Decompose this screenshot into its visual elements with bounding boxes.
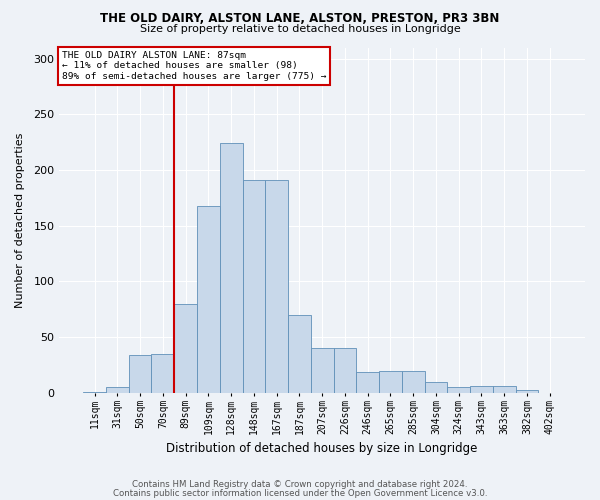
Bar [220, 144, 242, 393]
Bar [83, 392, 106, 393]
Text: THE OLD DAIRY ALSTON LANE: 87sqm
← 11% of detached houses are smaller (98)
89% o: THE OLD DAIRY ALSTON LANE: 87sqm ← 11% o… [62, 51, 326, 81]
Text: Contains HM Land Registry data © Crown copyright and database right 2024.: Contains HM Land Registry data © Crown c… [132, 480, 468, 489]
Bar [151, 354, 174, 393]
Bar [402, 370, 425, 393]
Bar [129, 355, 151, 393]
Bar [242, 180, 265, 393]
Bar [288, 315, 311, 393]
Bar [515, 390, 538, 393]
Text: Contains public sector information licensed under the Open Government Licence v3: Contains public sector information licen… [113, 488, 487, 498]
Bar [356, 372, 379, 393]
Y-axis label: Number of detached properties: Number of detached properties [15, 132, 25, 308]
Bar [379, 370, 402, 393]
Text: Size of property relative to detached houses in Longridge: Size of property relative to detached ho… [140, 24, 460, 34]
Bar [334, 348, 356, 393]
Bar [174, 304, 197, 393]
Bar [311, 348, 334, 393]
Bar [106, 388, 129, 393]
Bar [265, 180, 288, 393]
Bar [425, 382, 448, 393]
Text: THE OLD DAIRY, ALSTON LANE, ALSTON, PRESTON, PR3 3BN: THE OLD DAIRY, ALSTON LANE, ALSTON, PRES… [100, 12, 500, 26]
Bar [493, 386, 515, 393]
Bar [448, 388, 470, 393]
Bar [470, 386, 493, 393]
X-axis label: Distribution of detached houses by size in Longridge: Distribution of detached houses by size … [166, 442, 478, 455]
Bar [197, 206, 220, 393]
